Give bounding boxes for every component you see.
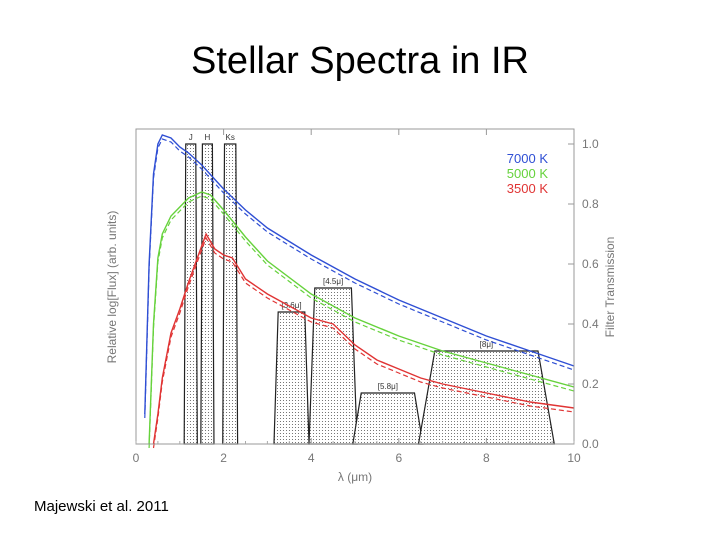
y2-tick-label: 0.6: [582, 257, 599, 271]
series-line-5000-k: [148, 191, 575, 445]
y-axis-label: Relative log[Flux] (arb. units): [105, 211, 119, 364]
filter-band-label-h: H: [205, 133, 211, 142]
filter-band-3-6u: [273, 311, 310, 445]
y2-tick-label: 0.8: [582, 197, 599, 211]
legend-entry-7000-k: 7000 K: [507, 151, 549, 166]
spectra-series: [144, 134, 575, 449]
filter-band-label-4-5u: [4.5μ]: [323, 277, 343, 286]
axes: 0 2 4 6 8 100.0 0.2 0.4 0.6 0.8 1.0: [133, 129, 599, 465]
series-line-dashed-3500-k: [152, 236, 575, 449]
filter-band-label-j: J: [189, 133, 193, 142]
series-line-7000-k: [144, 134, 575, 415]
series-line-dashed-5000-k: [148, 195, 575, 449]
filter-band-ks: [222, 143, 239, 445]
legend-entry-3500-k: 3500 K: [507, 181, 549, 196]
filter-band-label-8u: [8μ]: [480, 340, 494, 349]
x-tick-label: 6: [395, 451, 402, 465]
series-line-3500-k: [152, 232, 575, 445]
filter-bands: J H Ks [3.6μ] [4.5μ] [5.8μ] [8μ]: [183, 133, 556, 445]
x-tick-label: 2: [220, 451, 227, 465]
filter-band-j: [183, 143, 198, 445]
slide-title: Stellar Spectra in IR: [191, 40, 529, 82]
legend-entry-5000-k: 5000 K: [507, 166, 549, 181]
filter-band-h: [200, 143, 215, 445]
y2-tick-label: 0.0: [582, 437, 599, 451]
x-tick-label: 0: [133, 451, 140, 465]
filter-band-5-8u: [352, 392, 424, 445]
y2-tick-label: 0.2: [582, 377, 599, 391]
filter-band-label-5-8u: [5.8μ]: [378, 382, 398, 391]
y2-tick-label: 1.0: [582, 137, 599, 151]
filter-band-4-5u: [308, 287, 358, 445]
filter-band-label-ks: Ks: [225, 133, 234, 142]
filter-band-label-3-6u: [3.6μ]: [281, 301, 301, 310]
filter-band-8u: [417, 350, 556, 445]
x-tick-label: 4: [308, 451, 315, 465]
y2-axis-label: Filter Transmission: [603, 237, 617, 338]
x-tick-label: 10: [567, 451, 581, 465]
y2-tick-label: 0.4: [582, 317, 599, 331]
x-axis-label: λ (μm): [338, 470, 372, 484]
citation: Majewski et al. 2011: [34, 498, 169, 515]
series-line-dashed-7000-k: [144, 138, 575, 419]
x-tick-label: 8: [483, 451, 490, 465]
